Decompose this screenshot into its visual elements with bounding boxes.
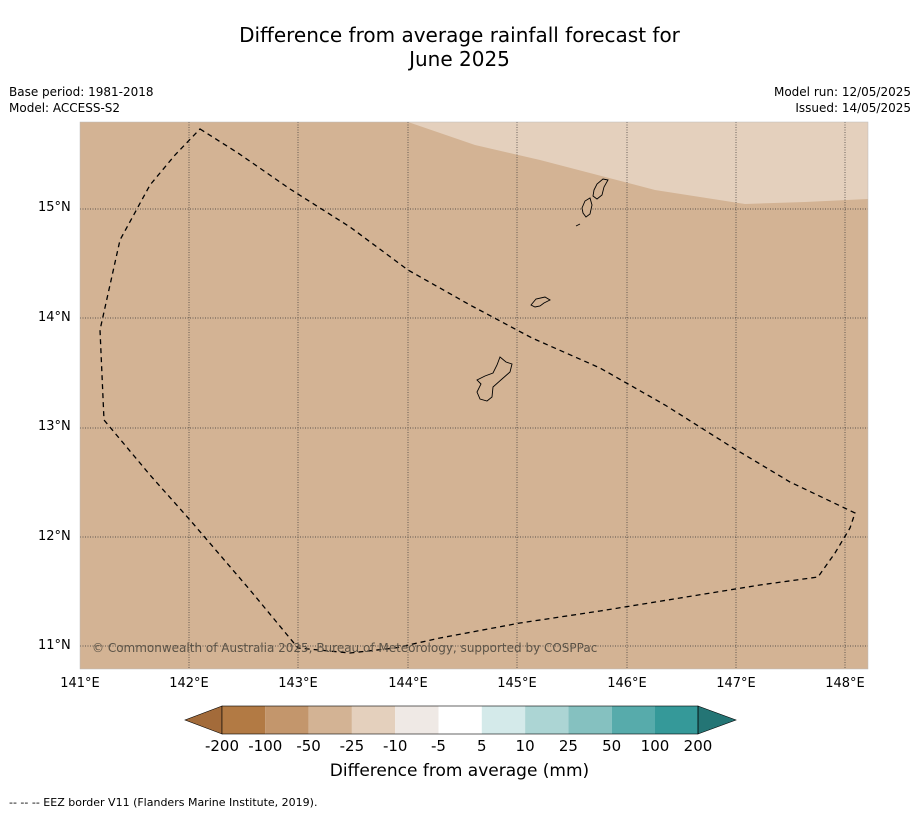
- colorbar-label: 50: [602, 737, 622, 755]
- lon-tick-146e: 146°E: [607, 676, 647, 691]
- lat-tick-13n: 13°N: [38, 419, 71, 434]
- colorbar-label: -200: [204, 737, 240, 755]
- lon-tick-145e: 145°E: [497, 676, 537, 691]
- lat-tick-12n: 12°N: [38, 529, 71, 544]
- base-period: Base period: 1981-2018: [9, 85, 154, 99]
- meta-right: Model run: 12/05/2025 Issued: 14/05/2025: [774, 84, 911, 116]
- colorbar-extend-low: [184, 705, 223, 735]
- colorbar-label: 5: [477, 737, 487, 755]
- colorbar-bin-7: [481, 706, 526, 734]
- colorbar-bin-4: [351, 706, 396, 734]
- model-name: Model: ACCESS-S2: [9, 101, 121, 115]
- colorbar-label: -25: [339, 737, 365, 755]
- lon-tick-144e: 144°E: [388, 676, 428, 691]
- lon-tick-141e: 141°E: [60, 676, 100, 691]
- map-background: [80, 122, 868, 669]
- lat-tick-14n: 14°N: [38, 310, 71, 325]
- island-aguijan: [575, 223, 581, 227]
- colorbar-label: 25: [558, 737, 578, 755]
- map-frame: [79, 121, 869, 670]
- colorbar-title: Difference from average (mm): [329, 761, 590, 781]
- model-run: Model run: 12/05/2025: [773, 85, 911, 99]
- colorbar-frame: [221, 705, 699, 735]
- islands: [476, 178, 609, 402]
- colorbar-bin-5: [395, 706, 439, 734]
- chart-title-line-1: Difference from average rainfall forecas…: [239, 23, 680, 47]
- island-rota: [530, 296, 551, 308]
- lat-tick-15n: 15°N: [38, 200, 71, 215]
- island-tinian: [581, 197, 593, 218]
- colorbar-label: 100: [640, 737, 670, 755]
- colorbar-label: -100: [248, 737, 283, 755]
- eez-footnote: -- -- -- EEZ border V11 (Flanders Marine…: [9, 796, 318, 809]
- colorbar-bin-10: [611, 706, 655, 734]
- colorbar-bin-6: [438, 706, 482, 734]
- colorbar-bin-2: [265, 706, 309, 734]
- lat-tick-11n: 11°N: [38, 638, 71, 653]
- colorbar-bin-8: [525, 706, 569, 734]
- colorbar-label: 10: [515, 737, 535, 755]
- issued-date: Issued: 14/05/2025: [795, 101, 911, 115]
- colorbar-label: -50: [296, 737, 321, 755]
- chart-title-line-2: June 2025: [409, 47, 510, 71]
- colorbar-label: -10: [382, 737, 408, 755]
- colorbar-bin-9: [568, 706, 612, 734]
- lon-tick-148e: 148°E: [825, 676, 865, 691]
- gridlines: [80, 122, 868, 669]
- north-region: [408, 122, 868, 204]
- eez-border: [99, 128, 856, 654]
- lon-tick-143e: 143°E: [278, 676, 318, 691]
- island-guam: [476, 356, 513, 402]
- colorbar-label: 200: [683, 737, 713, 755]
- island-saipan: [592, 178, 609, 200]
- lon-tick-147e: 147°E: [716, 676, 756, 691]
- colorbar-bin-1: [222, 706, 266, 734]
- meta-left: Base period: 1981-2018 Model: ACCESS-S2: [9, 84, 154, 116]
- copyright-notice: © Commonwealth of Australia 2025, Bureau…: [92, 641, 598, 655]
- lon-tick-142e: 142°E: [169, 676, 209, 691]
- colorbar-bin-11: [655, 706, 698, 734]
- colorbar-extend-high: [697, 705, 737, 735]
- colorbar-bin-3: [308, 706, 352, 734]
- colorbar-label: -5: [431, 737, 446, 755]
